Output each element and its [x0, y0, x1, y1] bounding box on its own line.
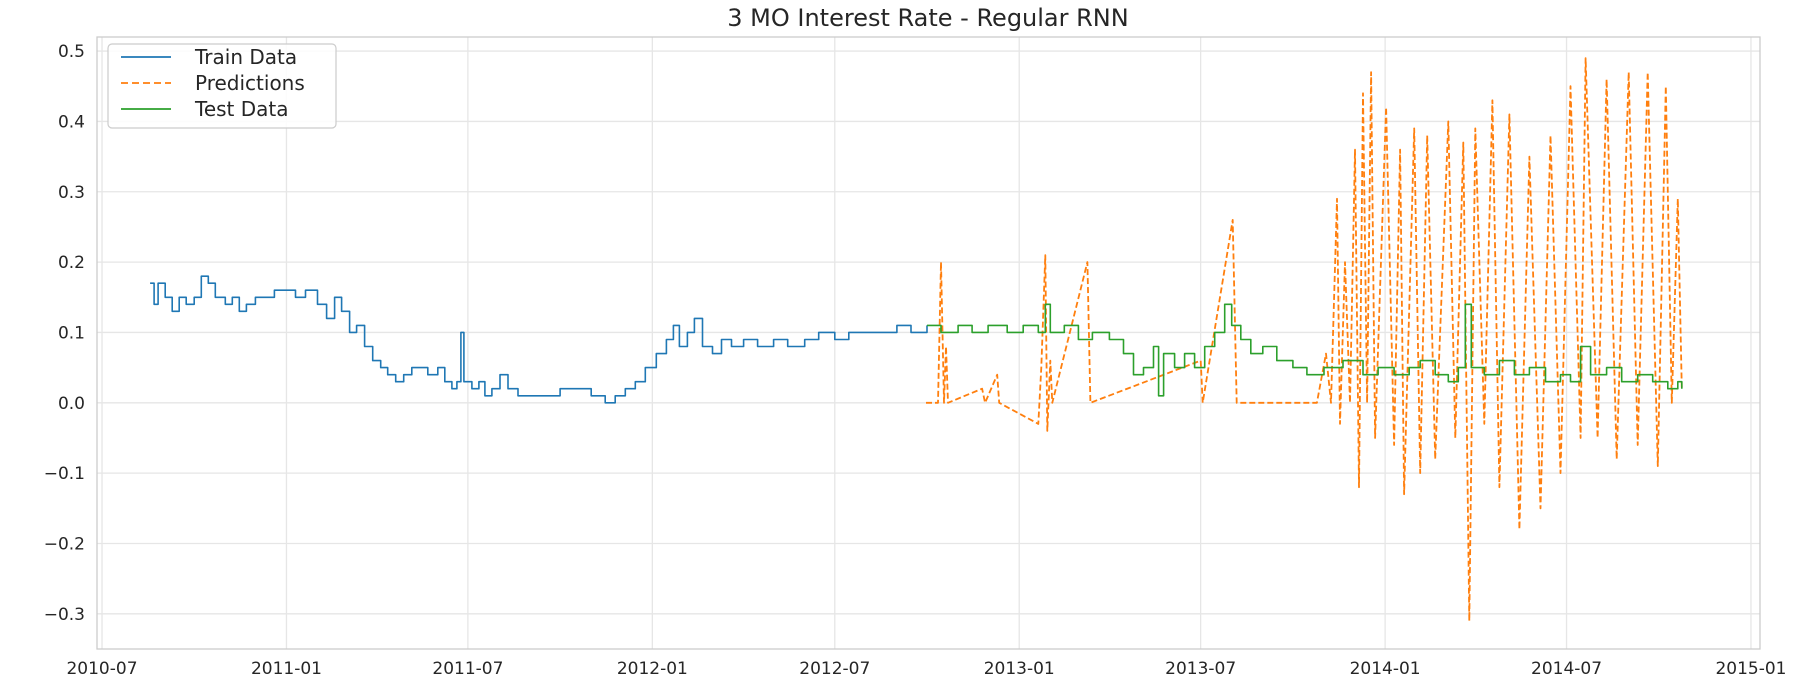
series-layer	[150, 57, 1683, 622]
y-tick-label: 0.4	[58, 112, 85, 132]
test-data-line	[927, 303, 1683, 397]
y-tick-label: −0.3	[44, 605, 85, 625]
y-tick-label: −0.2	[44, 534, 85, 554]
y-tick-label: 0.3	[58, 183, 85, 203]
x-tick-label: 2011-07	[432, 659, 503, 679]
plot-frame	[96, 36, 1761, 650]
y-tick-label: 0.0	[58, 394, 85, 414]
x-tick-label: 2010-07	[66, 659, 137, 679]
y-tick-label: 0.5	[58, 42, 85, 62]
legend-label-train: Train Data	[194, 45, 297, 69]
x-tick-label: 2011-01	[251, 659, 322, 679]
x-tick-label: 2015-01	[1715, 659, 1786, 679]
x-tick-label: 2014-07	[1531, 659, 1602, 679]
x-tick-label: 2013-01	[984, 659, 1055, 679]
legend-label-test: Test Data	[194, 97, 289, 121]
y-tick-label: 0.2	[58, 253, 85, 273]
grid	[97, 37, 1760, 649]
y-tick-label: 0.1	[58, 323, 85, 343]
x-tick-label: 2012-01	[617, 659, 688, 679]
legend-label-predictions: Predictions	[195, 71, 305, 95]
x-tick-label: 2012-07	[799, 659, 870, 679]
x-tick-label: 2013-07	[1165, 659, 1236, 679]
predictions-line	[926, 57, 1683, 622]
x-tick-label: 2014-01	[1350, 659, 1421, 679]
chart-title: 3 MO Interest Rate - Regular RNN	[727, 4, 1128, 32]
y-tick-label: −0.1	[44, 464, 85, 484]
train-data-line	[150, 275, 928, 404]
tick-labels: 2010-07 2011-01 2011-07 2012-01 2012-07 2013-…	[44, 42, 1787, 679]
legend: Train Data Predictions Test Data	[107, 43, 337, 129]
legend-box	[107, 43, 337, 129]
